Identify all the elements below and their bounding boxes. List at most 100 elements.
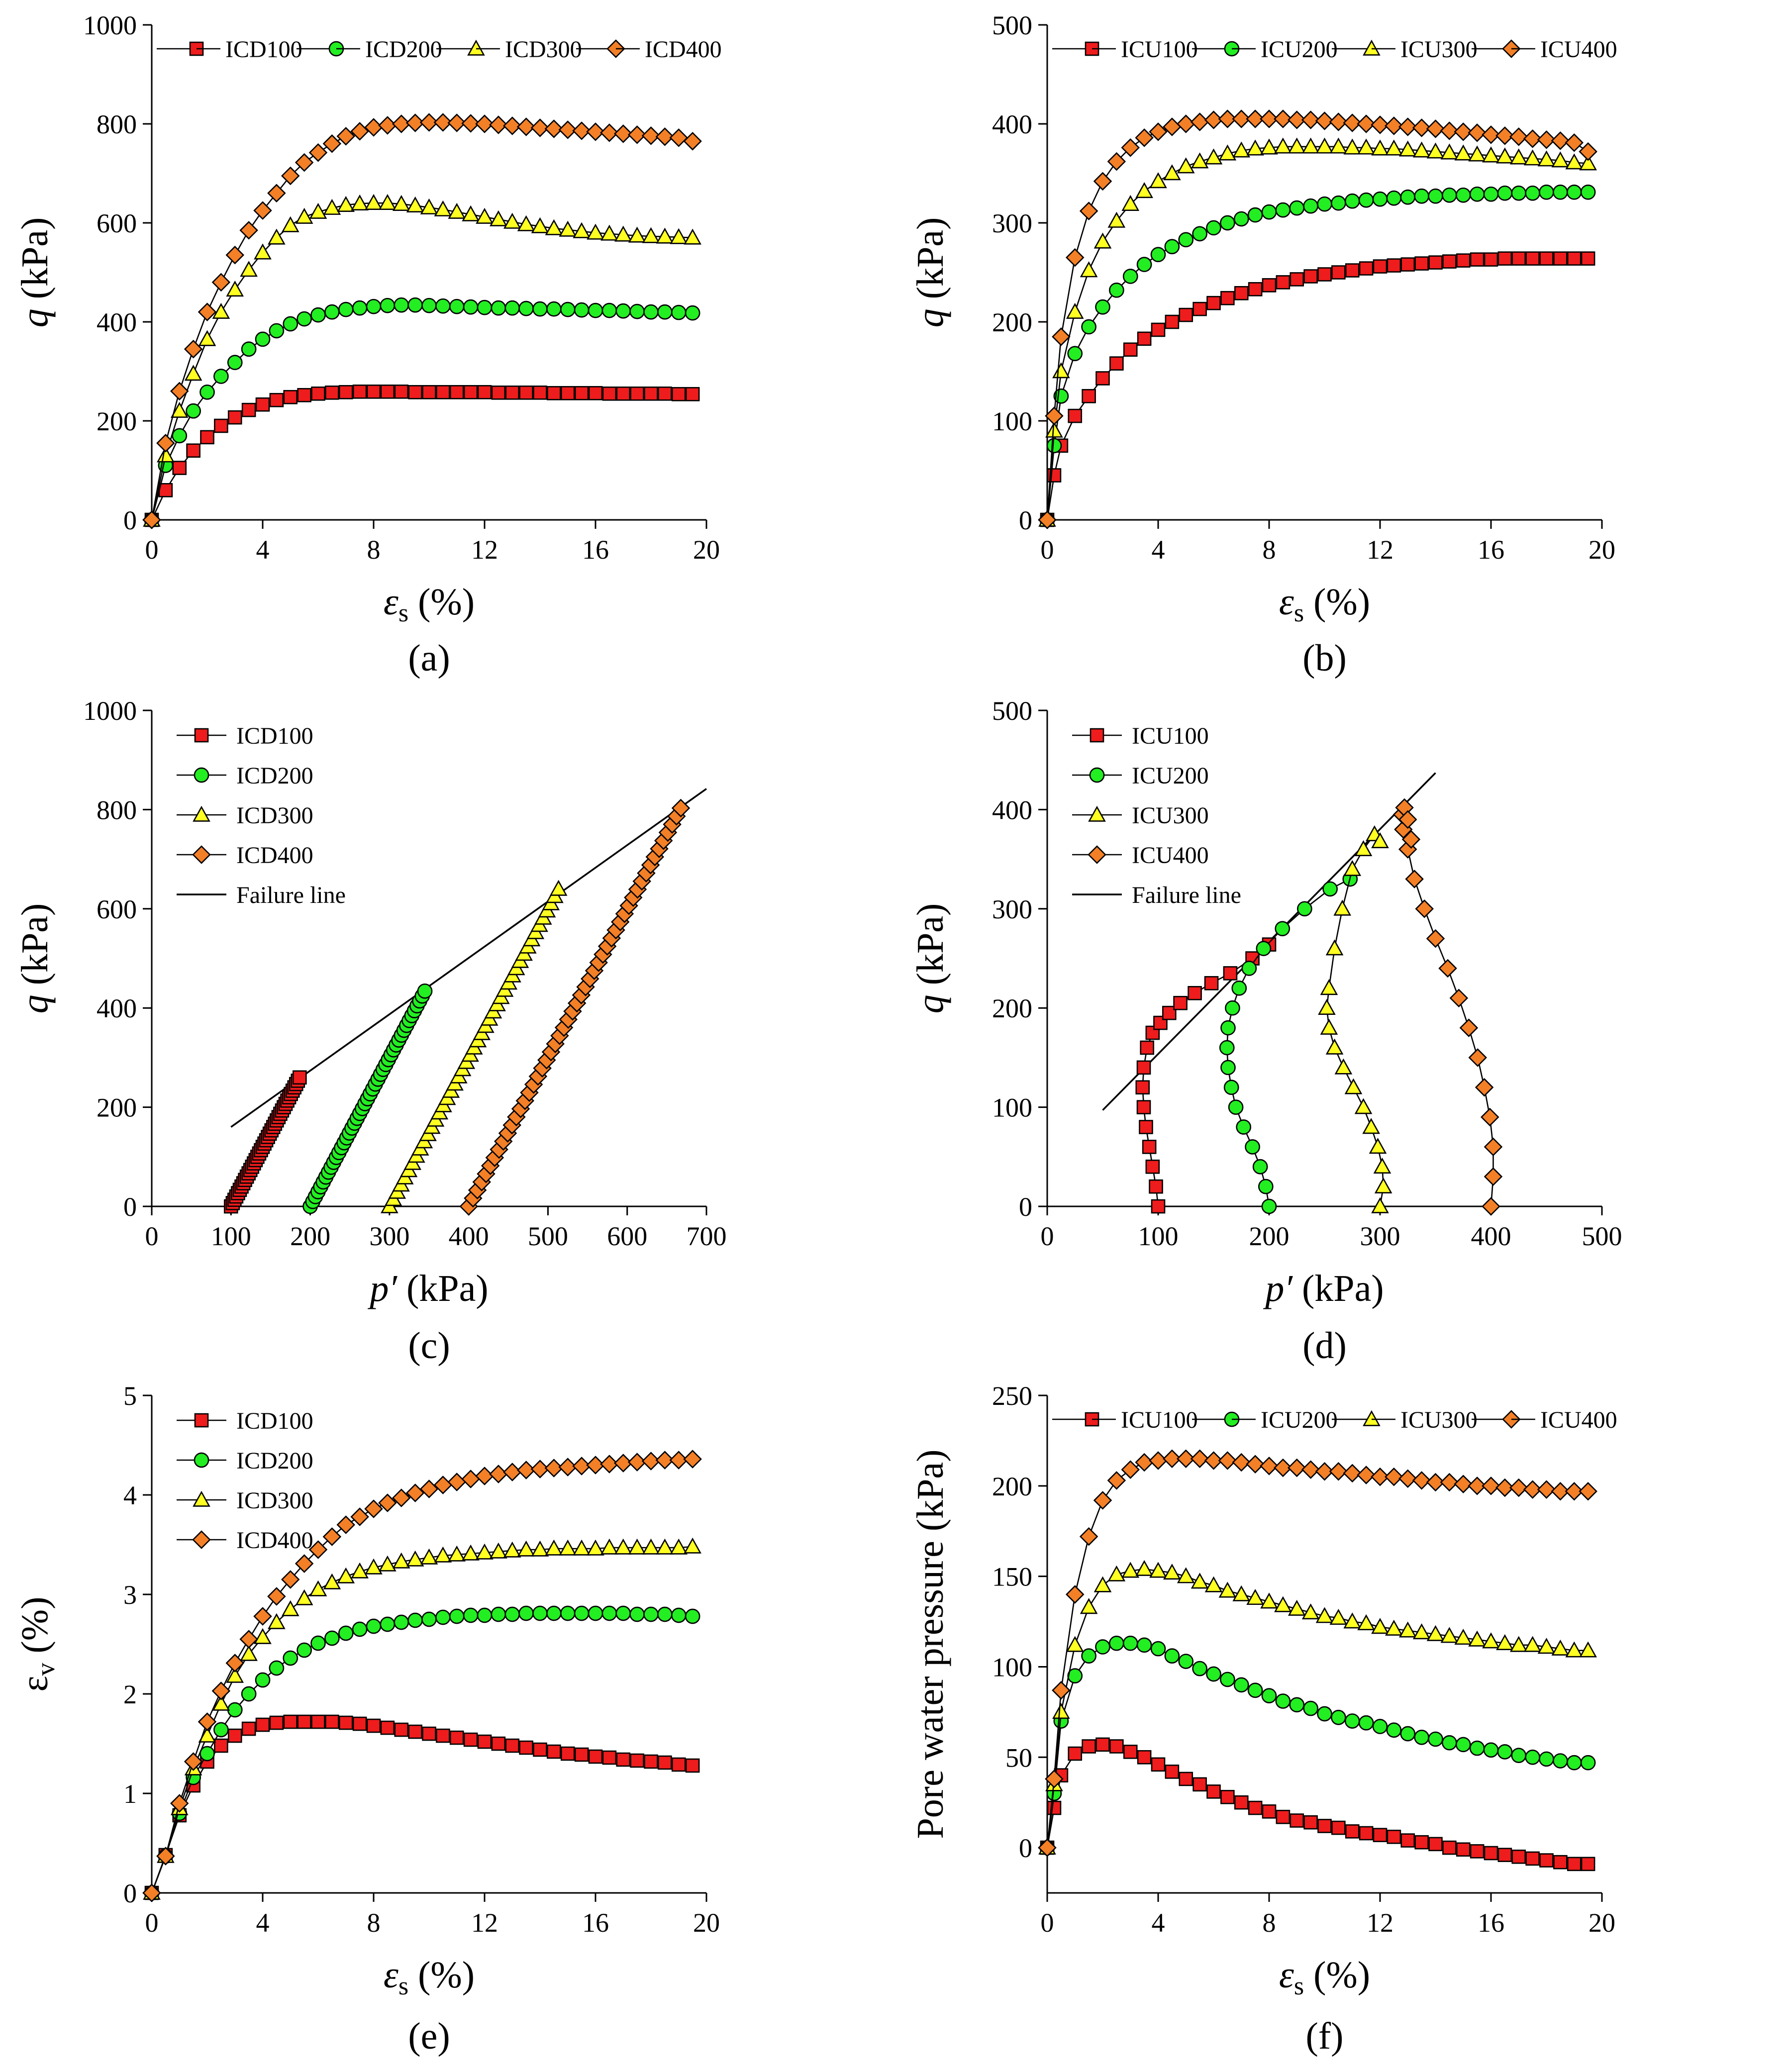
- data-point: [297, 1642, 312, 1658]
- data-point: [295, 207, 313, 224]
- data-point: [1261, 1688, 1277, 1703]
- data-point: [322, 1527, 342, 1546]
- data-point: [549, 880, 568, 896]
- data-point: [1387, 258, 1401, 273]
- series-icd400: [459, 798, 691, 1216]
- data-point: [1565, 1481, 1584, 1501]
- data-point: [685, 1608, 700, 1624]
- y-tick-label: 100: [992, 1093, 1032, 1123]
- data-point: [352, 384, 367, 399]
- legend-item: ICD200: [177, 763, 313, 789]
- data-point: [1357, 138, 1375, 155]
- data-point: [1232, 109, 1251, 128]
- y-tick-label: 500: [992, 10, 1032, 40]
- data-point: [558, 120, 577, 139]
- panel-d: 0 100 200 300 400 500 0 100 200 300 400 500 p′ (kPa)…: [909, 696, 1622, 1367]
- data-point: [1344, 1078, 1363, 1094]
- series-icu100: [1040, 251, 1595, 527]
- data-point: [1068, 408, 1083, 423]
- data-point: [545, 219, 563, 235]
- data-point: [1539, 184, 1554, 200]
- data-point: [1373, 1157, 1391, 1174]
- data-point: [1580, 1755, 1596, 1771]
- data-point: [1290, 1813, 1304, 1828]
- data-point: [1121, 138, 1140, 157]
- legend-label: ICD100: [236, 1408, 313, 1434]
- data-point: [1537, 150, 1556, 167]
- data-point: [1165, 1765, 1180, 1779]
- y-tick-label: 400: [97, 993, 137, 1023]
- data-point: [671, 387, 686, 401]
- data-point: [1537, 1638, 1556, 1654]
- data-point: [1093, 1491, 1112, 1510]
- data-point: [1288, 110, 1306, 129]
- data-point: [463, 385, 478, 399]
- data-point: [1482, 146, 1500, 163]
- data-point: [227, 355, 243, 370]
- data-point: [1371, 115, 1390, 134]
- data-point: [1190, 1449, 1209, 1469]
- data-point: [614, 225, 632, 242]
- data-point: [1192, 1661, 1207, 1677]
- data-point: [394, 384, 409, 399]
- data-point: [380, 1616, 396, 1632]
- legend-label: ICU200: [1261, 36, 1338, 63]
- data-point: [392, 195, 410, 211]
- data-point: [1483, 1742, 1499, 1758]
- data-point: [1525, 251, 1540, 266]
- data-point: [1415, 899, 1434, 918]
- data-point: [241, 1686, 257, 1702]
- data-point: [1248, 282, 1263, 296]
- data-point: [1331, 1820, 1346, 1835]
- data-point: [1234, 1795, 1249, 1810]
- y-axis-title-unit: (kPa): [14, 903, 56, 995]
- data-point: [1329, 1462, 1348, 1481]
- y-tick-label: 0: [123, 1878, 137, 1908]
- data-point: [380, 1720, 395, 1735]
- data-point: [1218, 1451, 1237, 1470]
- data-point: [1232, 141, 1251, 158]
- data-point: [200, 430, 214, 445]
- legend-item: ICU300: [1331, 36, 1478, 63]
- data-point: [420, 198, 438, 214]
- data-point: [1136, 1100, 1151, 1114]
- data-point: [1109, 1739, 1124, 1754]
- data-point: [1219, 1040, 1235, 1056]
- data-point: [574, 302, 590, 318]
- data-point: [449, 298, 465, 314]
- panel-c: 0 100 200 300 400 500 600 700 0 200 400 600 800 1000 p…: [14, 696, 727, 1367]
- y-tick-label: 200: [992, 1472, 1032, 1501]
- data-point: [1398, 810, 1417, 829]
- y-tick-label: 800: [97, 109, 137, 139]
- x-tick-label: 12: [471, 535, 498, 565]
- data-point: [573, 222, 591, 238]
- data-point: [297, 311, 312, 327]
- data-point: [669, 128, 688, 147]
- data-point: [1136, 1637, 1152, 1653]
- x-tick-label: 0: [145, 1908, 159, 1938]
- data-point: [1274, 109, 1292, 128]
- data-point: [1121, 1562, 1140, 1578]
- data-point: [1261, 1198, 1277, 1214]
- data-point: [1081, 1648, 1096, 1664]
- y-axis-title-unit: (kPa): [909, 903, 951, 995]
- data-point: [421, 297, 437, 313]
- legend-item: ICU200: [1191, 1407, 1338, 1433]
- data-point: [1315, 1607, 1334, 1623]
- data-point: [477, 1734, 492, 1749]
- data-point: [1052, 327, 1071, 346]
- data-point: [435, 298, 451, 314]
- data-point: [1246, 1588, 1264, 1605]
- data-point: [1449, 988, 1469, 1007]
- data-point: [1045, 421, 1063, 438]
- data-point: [1232, 1453, 1251, 1472]
- y-tick-label: 4: [123, 1480, 137, 1510]
- data-point: [323, 198, 341, 215]
- data-point: [269, 1660, 285, 1676]
- data-point: [1497, 1848, 1512, 1862]
- data-point: [1442, 254, 1457, 269]
- x-axis-title-unit: (kPa): [397, 1268, 489, 1309]
- data-point: [1329, 1608, 1348, 1625]
- data-point: [1440, 143, 1459, 160]
